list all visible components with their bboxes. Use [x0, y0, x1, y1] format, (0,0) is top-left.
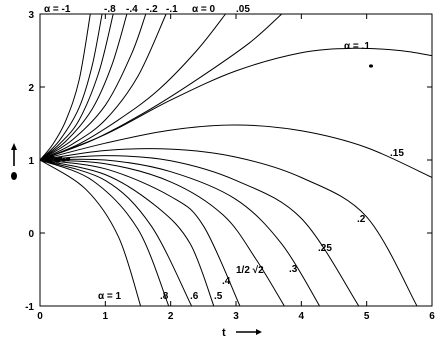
curve-alpha-0.5 — [39, 159, 215, 307]
y-tick-label: 3 — [28, 10, 34, 21]
curve-label-alpha-neg0.1: -.1 — [166, 4, 178, 15]
origin-dot — [43, 159, 49, 163]
curve-label-alpha-half-root2: 1/2 √2 — [236, 265, 264, 276]
origin-dot — [49, 155, 55, 159]
x-tick-label: 4 — [299, 311, 305, 322]
origin-dot — [57, 156, 63, 160]
curve-label-alpha-1: α = 1 — [98, 291, 122, 302]
curve-alpha-0.2 — [39, 148, 418, 307]
origin-dot — [47, 160, 53, 164]
curve-alpha--0.4 — [39, 13, 128, 161]
curve-alpha--0.8 — [39, 13, 103, 161]
y-tick-label: 1 — [28, 156, 34, 167]
curves-group — [39, 13, 433, 307]
origin-dot — [65, 157, 71, 161]
x-tick-label: 1 — [103, 311, 109, 322]
curve-label-alpha-0.3: .3 — [289, 264, 298, 275]
curve-alpha-0.15 — [39, 124, 433, 178]
curve-alpha-0.05 — [39, 13, 283, 161]
curve-label-alpha-neg0.8: -.8 — [104, 4, 116, 15]
x-axis-arrow — [236, 329, 262, 335]
curve-label-alpha-neg0.2: -.2 — [146, 4, 158, 15]
curve-label-alpha-0.2: .2 — [357, 214, 366, 225]
curve-label-alpha-neg0.4: -.4 — [126, 4, 138, 15]
x-tick-label: 2 — [168, 311, 174, 322]
x-tick-label: 3 — [233, 311, 239, 322]
curve-alpha-0.8 — [39, 159, 170, 307]
origin-cluster — [41, 155, 71, 164]
curve-label-alpha-0.15: .15 — [390, 148, 404, 159]
x-axis-label: t — [222, 327, 226, 339]
curve-alpha--1 — [39, 13, 91, 161]
curve-alpha-0.3 — [39, 158, 321, 307]
curve-label-alpha-0.4: .4 — [222, 276, 231, 287]
y-tick-label: 0 — [28, 229, 34, 240]
stray-dot — [369, 64, 373, 68]
curve-alpha--0.2 — [39, 13, 147, 161]
origin-dot — [41, 156, 47, 160]
curve-alpha-0 — [39, 13, 226, 161]
curve-label-alpha-0.5: .5 — [214, 291, 223, 302]
curve-label-alpha-0.6: .6 — [190, 291, 199, 302]
curve-alpha--0.6 — [39, 13, 114, 161]
curve-alpha-0.4 — [39, 159, 241, 307]
curve-alpha--0.1 — [39, 13, 167, 161]
curve-label-alpha-0.05: .05 — [236, 4, 250, 15]
curve-label-alpha-0.25: .25 — [318, 243, 332, 254]
curve-alpha-0.25 — [39, 155, 360, 307]
curve-label-alpha-0: α = 0 — [192, 4, 216, 15]
origin-dot — [61, 158, 67, 162]
origin-dot — [55, 159, 61, 163]
curve-alpha-0.7071 — [39, 159, 285, 307]
curve-label-alpha-0.1: α = .1 — [344, 41, 370, 52]
curve-label-alpha-0.8: .8 — [160, 291, 169, 302]
x-tick-label: 0 — [37, 311, 43, 322]
y-tick-label: -1 — [25, 302, 34, 313]
curve-alpha-0.6 — [39, 159, 193, 307]
curve-label-alpha-neg1: α = -1 — [44, 4, 71, 15]
curve-alpha-1 — [39, 159, 142, 307]
y-axis-indicator — [11, 143, 17, 180]
x-tick-label: 6 — [429, 311, 435, 322]
curve-alpha-0.1 — [39, 47, 433, 161]
x-tick-label: 5 — [364, 311, 370, 322]
y-tick-label: 2 — [28, 83, 34, 94]
